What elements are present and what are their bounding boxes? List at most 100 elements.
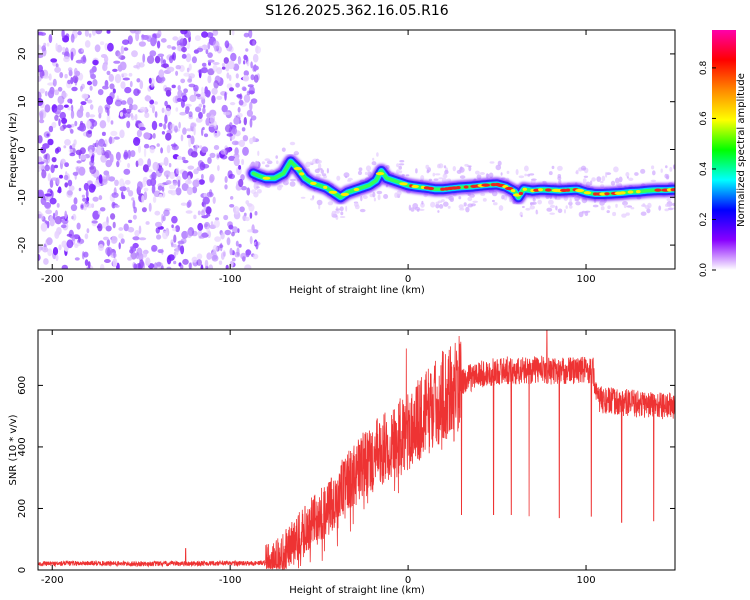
spectrogram-noise-blob (102, 175, 107, 180)
spectrogram-noise-blob (127, 149, 131, 159)
spectrogram-noise-blob (81, 194, 85, 198)
spectrogram-noise-blob (224, 229, 232, 236)
spectrogram-halo-blob (410, 207, 415, 212)
spectrogram-halo-blob (613, 166, 619, 173)
spectrogram-noise-blob (151, 184, 156, 194)
spectrogram-halo-blob (667, 207, 674, 211)
spectrogram-noise-blob (54, 216, 62, 225)
spectrogram-noise-blob (155, 221, 162, 228)
spectrogram-noise-blob (118, 242, 121, 250)
spectrogram-noise-blob (38, 76, 42, 82)
spectrogram-halo-blob (467, 165, 472, 168)
spectrogram-noise-blob (167, 66, 175, 73)
spectrogram-noise-blob (150, 83, 155, 88)
spectrogram-noise-blob (47, 82, 55, 86)
spectrogram-halo-blob (305, 161, 311, 168)
spectrogram-halo-blob (335, 208, 341, 211)
spectrogram-noise-blob (252, 40, 256, 46)
spectrogram-noise-blob (104, 150, 112, 159)
spectrogram-noise-blob (136, 129, 142, 138)
spectrogram-noise-blob (221, 66, 226, 70)
spectrogram-noise-blob (78, 187, 82, 192)
spectrogram-noise-blob (91, 220, 98, 224)
spectrogram-noise-blob (201, 62, 207, 67)
snr-x-ticks: -200 -100 0 100 (41, 330, 596, 586)
spectrogram-noise-blob (146, 179, 153, 187)
spectrogram-halo-blob (344, 175, 348, 179)
spectrogram-halo-blob (339, 206, 344, 212)
spectrogram-noise-blob (206, 112, 211, 119)
snr-series-line (38, 330, 675, 570)
spectrogram-noise-blob (39, 119, 45, 124)
spectrogram-noise-blob (139, 106, 146, 112)
spectrogram-halo-blob (256, 189, 262, 194)
snr-y-ticks: 0 200 400 600 (17, 376, 675, 573)
colorbar-tick-label: 0.6 (699, 111, 709, 126)
spectrogram-noise-blob (152, 196, 157, 204)
spectrogram-noise-blob (127, 226, 135, 233)
spectrogram-noise-blob (139, 259, 144, 269)
spectrogram-halo-blob (529, 205, 535, 210)
spectrogram-noise-blob (207, 75, 212, 84)
spectrogram-halo-blob (336, 175, 341, 181)
spectrogram-noise-blob (165, 132, 172, 141)
spectrogram-hot-blob (670, 188, 675, 192)
spectrogram-noise-blob (54, 89, 60, 96)
spectrogram-x-tick-label: -100 (219, 274, 242, 285)
spectrogram-halo-blob (376, 190, 383, 195)
spectrogram-noise-blob (248, 90, 255, 95)
spectrogram-noise-blob (253, 74, 259, 83)
spectrogram-noise-blob (44, 202, 51, 209)
spectrogram-halo-blob (437, 210, 440, 213)
spectrogram-noise-blob (145, 257, 151, 266)
spectrogram-noise-blob (131, 50, 138, 58)
spectrogram-halo-blob (360, 195, 363, 202)
spectrogram-noise-blob (223, 214, 229, 221)
spectrogram-noise-blob (218, 244, 224, 249)
spectrogram-noise-blob (73, 139, 77, 146)
spectrogram-halo-blob (634, 172, 639, 176)
spectrogram-noise-blob (193, 126, 196, 136)
spectrogram-noise-blob (82, 54, 86, 63)
spectrogram-noise-blob (211, 87, 218, 95)
spectrogram-noise-blob (67, 106, 72, 111)
spectrogram-noise-blob (197, 222, 204, 231)
spectrogram-halo-blob (640, 211, 647, 216)
spectrogram-noise-blob (61, 117, 68, 124)
spectrogram-noise-blob (190, 151, 198, 158)
spectrogram-halo-blob (480, 193, 486, 196)
spectrogram-noise-blob (85, 111, 90, 118)
spectrogram-noise-blob (150, 37, 157, 47)
spectrogram-noise-blob (249, 236, 253, 245)
spectrogram-noise-blob (172, 36, 179, 41)
spectrogram-halo-blob (548, 171, 553, 176)
spectrogram-noise-blob (102, 63, 108, 72)
spectrogram-noise-blob (80, 85, 83, 92)
spectrogram-noise-blob (44, 164, 50, 172)
spectrogram-noise-blob (133, 136, 141, 146)
spectrogram-noise-blob (158, 193, 163, 198)
spectrogram-noise-blob (50, 58, 58, 63)
spectrogram-noise-blob (163, 156, 169, 167)
spectrogram-hot-blob (510, 189, 516, 193)
spectrogram-noise-blob (120, 72, 128, 77)
spectrogram-noise-blob (178, 121, 181, 129)
spectrogram-halo-blob (574, 199, 579, 202)
spectrogram-halo-blob (438, 204, 444, 209)
spectrogram-halo-blob (551, 165, 555, 170)
spectrogram-noise-blob (68, 185, 75, 192)
spectrogram-noise-blob (44, 193, 52, 197)
spectrogram-noise-blob (126, 186, 130, 193)
spectrogram-noise-blob (213, 121, 217, 129)
spectrogram-noise-blob (70, 51, 74, 61)
spectrogram-noise-blob (217, 165, 220, 172)
spectrogram-noise-blob (188, 137, 192, 148)
spectrogram-halo-blob (497, 160, 502, 166)
spectrogram-noise-blob (70, 104, 74, 112)
spectrogram-noise-blob (143, 191, 148, 200)
spectrogram-noise-blob (41, 169, 47, 179)
spectrogram-noise-blob (67, 67, 73, 72)
spectrogram-halo-blob (672, 202, 675, 207)
spectrogram-halo-blob (601, 175, 606, 182)
spectrogram-noise-blob (243, 94, 251, 103)
